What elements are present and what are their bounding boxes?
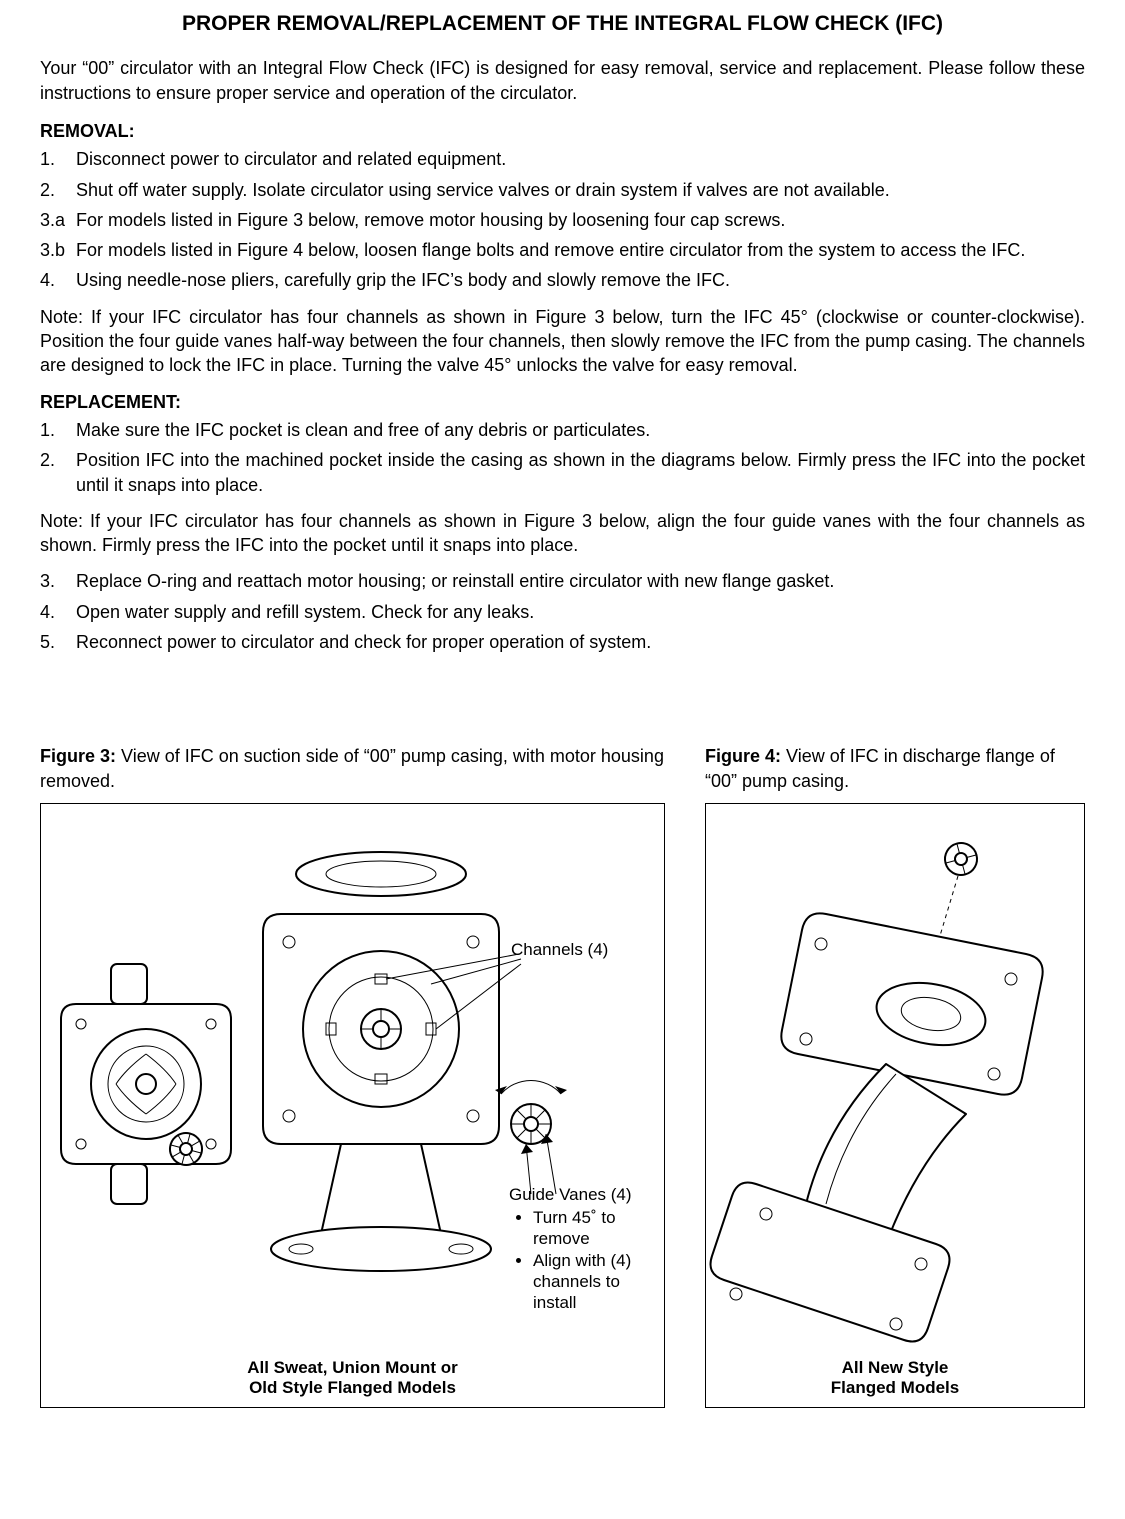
removal-note: Note: If your IFC circulator has four ch… <box>40 305 1085 378</box>
item-text: For models listed in Figure 4 below, loo… <box>76 238 1085 262</box>
replacement-list-a: 1.Make sure the IFC pocket is clean and … <box>40 418 1085 497</box>
list-item: 2.Shut off water supply. Isolate circula… <box>40 178 1085 202</box>
list-item: 4.Open water supply and refill system. C… <box>40 600 1085 624</box>
replacement-heading: REPLACEMENT: <box>40 390 1085 414</box>
list-item: 1.Disconnect power to circulator and rel… <box>40 147 1085 171</box>
item-num: 3.b <box>40 238 76 262</box>
item-text: Position IFC into the machined pocket in… <box>76 448 1085 497</box>
item-num: 1. <box>40 418 76 442</box>
replacement-note: Note: If your IFC circulator has four ch… <box>40 509 1085 558</box>
figure-4-diagram <box>706 804 1086 1409</box>
guide-vanes-bullet: Align with (4) channels to install <box>533 1250 659 1314</box>
figure-4-label: Figure 4: <box>705 746 781 766</box>
figure-3-caption: Figure 3: View of IFC on suction side of… <box>40 744 665 793</box>
item-num: 2. <box>40 178 76 202</box>
list-item: 5.Reconnect power to circulator and chec… <box>40 630 1085 654</box>
removal-heading: REMOVAL: <box>40 119 1085 143</box>
list-item: 3.Replace O-ring and reattach motor hous… <box>40 569 1085 593</box>
guide-vanes-title: Guide Vanes (4) <box>509 1185 632 1204</box>
list-item: 3.aFor models listed in Figure 3 below, … <box>40 208 1085 232</box>
figure-3-bottom-label: All Sweat, Union Mount or Old Style Flan… <box>41 1358 664 1399</box>
figure-4-box: All New Style Flanged Models <box>705 803 1085 1408</box>
figure-3: Figure 3: View of IFC on suction side of… <box>40 744 665 1408</box>
item-text: For models listed in Figure 3 below, rem… <box>76 208 1085 232</box>
figure-3-label: Figure 3: <box>40 746 116 766</box>
item-text: Make sure the IFC pocket is clean and fr… <box>76 418 1085 442</box>
intro-text: Your “00” circulator with an Integral Fl… <box>40 56 1085 105</box>
item-num: 3.a <box>40 208 76 232</box>
figure-3-caption-text: View of IFC on suction side of “00” pump… <box>40 746 664 790</box>
page-title: PROPER REMOVAL/REPLACEMENT OF THE INTEGR… <box>40 10 1085 38</box>
item-text: Reconnect power to circulator and check … <box>76 630 1085 654</box>
figure-4-bottom-line2: Flanged Models <box>831 1378 959 1397</box>
guide-vanes-callout: Guide Vanes (4) Turn 45˚ to remove Align… <box>509 1184 659 1314</box>
figure-3-bottom-line2: Old Style Flanged Models <box>249 1378 456 1397</box>
list-item: 1.Make sure the IFC pocket is clean and … <box>40 418 1085 442</box>
item-num: 1. <box>40 147 76 171</box>
guide-vanes-bullet: Turn 45˚ to remove <box>533 1207 659 1250</box>
figure-4-caption: Figure 4: View of IFC in discharge flang… <box>705 744 1085 793</box>
figure-3-bottom-line1: All Sweat, Union Mount or <box>247 1358 458 1377</box>
figure-4: Figure 4: View of IFC in discharge flang… <box>705 744 1085 1408</box>
figures-row: Figure 3: View of IFC on suction side of… <box>40 744 1085 1408</box>
channels-callout: Channels (4) <box>511 939 608 960</box>
item-num: 2. <box>40 448 76 497</box>
item-text: Using needle-nose pliers, carefully grip… <box>76 268 1085 292</box>
item-text: Open water supply and refill system. Che… <box>76 600 1085 624</box>
replacement-list-b: 3.Replace O-ring and reattach motor hous… <box>40 569 1085 654</box>
removal-list: 1.Disconnect power to circulator and rel… <box>40 147 1085 292</box>
list-item: 4.Using needle-nose pliers, carefully gr… <box>40 268 1085 292</box>
item-num: 5. <box>40 630 76 654</box>
figure-3-diagram <box>41 804 666 1409</box>
list-item: 3.bFor models listed in Figure 4 below, … <box>40 238 1085 262</box>
item-num: 4. <box>40 600 76 624</box>
figure-4-bottom-line1: All New Style <box>842 1358 949 1377</box>
item-num: 4. <box>40 268 76 292</box>
list-item: 2.Position IFC into the machined pocket … <box>40 448 1085 497</box>
figure-3-box: Channels (4) Guide Vanes (4) Turn 45˚ to… <box>40 803 665 1408</box>
item-text: Disconnect power to circulator and relat… <box>76 147 1085 171</box>
item-text: Shut off water supply. Isolate circulato… <box>76 178 1085 202</box>
item-text: Replace O-ring and reattach motor housin… <box>76 569 1085 593</box>
figure-4-bottom-label: All New Style Flanged Models <box>706 1358 1084 1399</box>
item-num: 3. <box>40 569 76 593</box>
